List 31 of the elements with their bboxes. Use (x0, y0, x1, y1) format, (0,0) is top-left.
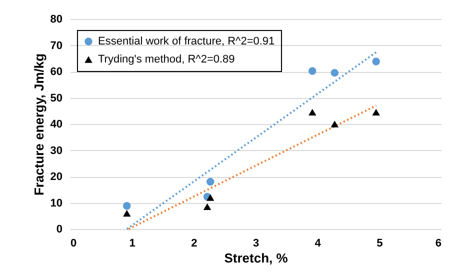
point (123, 210, 131, 217)
point (330, 68, 339, 77)
y-tick-label: 70 (50, 40, 62, 52)
x-tick-label: 5 (376, 238, 383, 250)
y-tick-label: 40 (50, 118, 62, 130)
point (372, 108, 380, 116)
y-tick-label: 50 (50, 92, 62, 104)
point (123, 202, 131, 210)
x-axis-title: Stretch, % (224, 250, 288, 266)
x-tick-label: 3 (252, 238, 260, 250)
y-tick-label: 60 (50, 66, 62, 78)
y-axis-title: Fracture energy, Jm/kg (31, 53, 46, 196)
point (203, 203, 212, 210)
point (206, 178, 214, 186)
x-tick-label: 4 (314, 238, 322, 250)
y-tick-label: 30 (50, 144, 62, 157)
y-tick-label: 20 (50, 171, 62, 183)
point (308, 67, 316, 75)
x-tick-label: 2 (191, 238, 198, 250)
point (308, 108, 316, 116)
x-tick-label: 6 (435, 238, 442, 250)
point (372, 58, 380, 66)
legend-label: Tryding's method, R^2=0.89 (98, 54, 235, 66)
x-tick-label: 0 (70, 238, 77, 250)
point (206, 194, 214, 201)
x-tick-label: 1 (129, 238, 136, 250)
point (330, 120, 339, 128)
legend-label: Essential work of fracture, R^2=0.91 (98, 36, 275, 48)
y-tick-label: 10 (50, 197, 62, 210)
y-tick-label: 0 (56, 224, 62, 236)
y-tick-label: 80 (50, 14, 62, 26)
